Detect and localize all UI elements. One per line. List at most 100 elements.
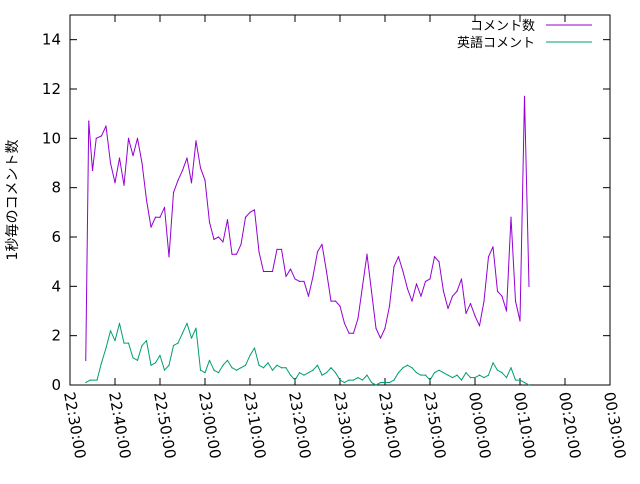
data-point — [132, 155, 134, 157]
data-point — [262, 367, 265, 369]
data-point — [402, 270, 404, 273]
y-tick-label: 0 — [51, 376, 61, 394]
legend-label: 英語コメント — [457, 35, 535, 51]
data-point — [357, 377, 359, 379]
data-point — [204, 372, 206, 374]
data-point — [89, 379, 91, 381]
data-point — [271, 270, 274, 273]
y-tick-label: 2 — [51, 327, 61, 345]
data-point — [330, 367, 332, 369]
data-point — [447, 374, 449, 376]
data-point — [411, 300, 413, 302]
data-point — [100, 135, 103, 137]
data-point — [249, 354, 251, 356]
data-point — [298, 372, 301, 374]
data-point — [523, 95, 526, 97]
data-point — [343, 322, 346, 324]
data-point — [213, 238, 215, 241]
data-point — [213, 369, 215, 371]
y-tick-label: 10 — [42, 129, 61, 147]
data-point — [384, 327, 386, 329]
data-point — [496, 290, 499, 292]
data-point — [375, 384, 377, 386]
data-point — [159, 216, 161, 218]
data-point — [123, 184, 125, 186]
data-point — [442, 372, 445, 374]
data-point — [514, 300, 517, 302]
data-point — [253, 347, 256, 349]
data-point — [235, 253, 238, 255]
y-tick-label: 8 — [51, 179, 61, 197]
data-point — [267, 270, 269, 273]
data-point — [258, 251, 260, 253]
data-point — [181, 169, 184, 171]
data-point — [388, 305, 391, 307]
data-point — [397, 256, 400, 258]
data-point — [393, 266, 395, 268]
data-point — [312, 369, 314, 371]
data-point — [105, 125, 107, 127]
data-point — [487, 256, 490, 258]
data-point — [510, 216, 512, 218]
data-point — [226, 359, 229, 361]
data-point — [411, 367, 413, 369]
data-point — [438, 261, 440, 263]
data-point — [415, 372, 418, 374]
data-point — [433, 372, 436, 374]
data-point — [289, 374, 292, 376]
data-point — [429, 278, 431, 280]
data-point — [505, 310, 508, 312]
data-point — [168, 364, 170, 366]
data-point — [127, 137, 130, 139]
data-point — [478, 325, 481, 327]
data-point — [366, 374, 368, 376]
data-point — [384, 381, 386, 384]
series-2 — [85, 322, 530, 386]
data-point — [330, 300, 332, 302]
data-point — [303, 280, 305, 282]
data-point — [334, 300, 337, 302]
data-point — [307, 372, 310, 374]
data-point — [244, 364, 247, 366]
data-point — [177, 179, 179, 181]
data-point — [460, 379, 463, 381]
data-point — [88, 120, 90, 122]
data-point — [487, 374, 490, 376]
data-point — [316, 251, 319, 253]
data-point — [100, 362, 103, 364]
data-point — [321, 243, 323, 245]
data-point — [316, 364, 319, 366]
legend-label: コメント数 — [470, 19, 535, 34]
data-point — [208, 359, 211, 361]
data-point — [312, 275, 314, 278]
data-point — [289, 268, 292, 270]
data-point — [240, 243, 242, 245]
data-point — [397, 372, 400, 374]
data-point — [420, 295, 422, 297]
data-point — [402, 367, 404, 369]
data-point — [114, 340, 116, 342]
data-point — [199, 167, 202, 169]
data-point — [262, 270, 265, 273]
data-point — [325, 372, 328, 374]
data-point — [91, 169, 94, 171]
data-point — [496, 369, 499, 371]
data-point — [348, 379, 350, 381]
data-point — [172, 192, 175, 194]
data-point — [370, 381, 373, 384]
data-point — [118, 157, 121, 159]
data-point — [514, 379, 517, 381]
data-point — [478, 374, 481, 376]
data-point — [483, 300, 485, 302]
data-point — [258, 364, 260, 366]
data-point — [361, 285, 364, 287]
data-point — [469, 303, 472, 305]
data-point — [492, 246, 494, 248]
data-point — [352, 379, 355, 381]
data-point — [114, 182, 116, 184]
data-point — [424, 374, 427, 376]
data-point — [510, 367, 512, 369]
data-point — [199, 369, 202, 371]
